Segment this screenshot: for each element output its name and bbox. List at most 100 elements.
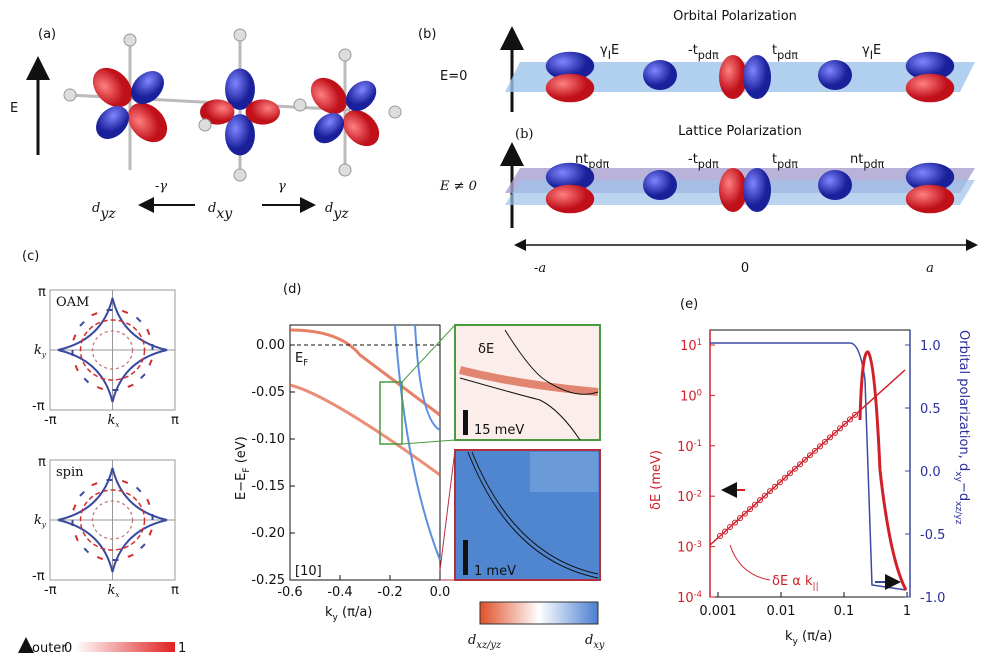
- axis-label-sub: y: [41, 521, 47, 529]
- hopping-label: tpdπ: [772, 152, 798, 171]
- tick-label-base: 10: [677, 541, 694, 556]
- shape: [72, 334, 77, 341]
- hopping-label-post: E: [873, 43, 881, 58]
- shape: [530, 452, 598, 492]
- shape: [643, 60, 677, 90]
- shape: [722, 528, 728, 535]
- axis-label-sub2: xz/yz: [953, 501, 963, 525]
- shape: [777, 479, 783, 486]
- tick-label: π: [38, 455, 46, 470]
- hopping-label: γIE: [862, 43, 881, 62]
- shape: [545, 73, 595, 103]
- orbital-label-sub: xy: [216, 206, 233, 222]
- hopping-label-sub: pdπ: [777, 49, 798, 62]
- hopping-label: tpdπ: [772, 43, 798, 62]
- shape: [79, 491, 85, 497]
- energy-label: E: [10, 101, 18, 116]
- shape: [401, 439, 456, 445]
- axis-label: ky: [34, 513, 47, 529]
- orbital-label: dxy: [208, 201, 233, 222]
- shape: [792, 465, 798, 472]
- axis-label: Orbital polarization, dxy−dxz/yz: [953, 330, 971, 525]
- tick-label: -0.10: [251, 432, 285, 447]
- shape: [837, 425, 843, 432]
- axis-label: a: [926, 261, 934, 276]
- tick-label: -π: [32, 569, 45, 584]
- shape: [743, 168, 771, 212]
- shape: [729, 544, 771, 581]
- orbital: [199, 68, 281, 156]
- shape: [757, 497, 763, 504]
- lobe: [345, 80, 377, 112]
- hopping-label-sub: pdπ: [588, 158, 609, 171]
- shape: [479, 601, 599, 625]
- annotation-sub: ||: [813, 582, 819, 592]
- shape: [743, 55, 771, 99]
- axis-label-main: E−E: [234, 473, 249, 500]
- shape: [852, 411, 858, 418]
- tick-label: -0.25: [251, 573, 285, 588]
- plot-name: OAM: [56, 295, 89, 310]
- orbital-label-main: d: [92, 201, 100, 216]
- tick-label: 0.5: [920, 402, 941, 417]
- shape: [83, 547, 90, 554]
- shape: [96, 556, 104, 561]
- field-label: E=0: [440, 69, 467, 84]
- axis-label-main: k: [785, 629, 793, 644]
- axis-label: kx: [108, 583, 120, 599]
- tick-label-base: 10: [677, 591, 694, 606]
- tick-label-exp: -4: [694, 589, 702, 599]
- panel-title: Orbital Polarization: [673, 9, 797, 24]
- tick-label: -π: [32, 399, 45, 414]
- decoration: [18, 26, 978, 653]
- shape: [772, 483, 778, 490]
- shape: [643, 170, 677, 200]
- shape: [72, 504, 77, 511]
- orbital-label-main: d: [208, 201, 216, 216]
- tick-label: -0.4: [327, 585, 352, 600]
- tick-label: π: [171, 413, 179, 428]
- orbital: [310, 77, 380, 147]
- hopping-label-main: nt: [575, 152, 588, 167]
- shape: [807, 452, 813, 459]
- shape: [802, 456, 808, 463]
- field-label: E ≠ 0: [439, 179, 477, 194]
- lobe: [225, 68, 255, 110]
- lobe: [245, 99, 281, 125]
- shape: [827, 434, 833, 441]
- shape: [123, 33, 137, 47]
- shape: [140, 373, 146, 379]
- hopping-label-sub: pdπ: [698, 49, 719, 62]
- shape: [91, 330, 134, 370]
- tick-label: 10-2: [677, 488, 702, 505]
- axis-label-post: (eV): [234, 436, 249, 467]
- shape: [847, 416, 853, 423]
- axis-label: ky (π/a): [785, 629, 832, 647]
- panel-label: (d): [283, 282, 301, 297]
- tick-label: 10-3: [677, 539, 702, 556]
- tick-label: -0.6: [277, 585, 302, 600]
- colorbar-label-sub: xy: [593, 640, 605, 651]
- shape: [719, 55, 747, 99]
- hopping-label: ntpdπ: [850, 152, 885, 171]
- lobe: [225, 114, 255, 156]
- tick-label: 0.0: [920, 465, 941, 480]
- tick-label-exp: 1: [697, 337, 702, 347]
- tick-label: 0.00: [256, 338, 285, 353]
- colorbar-label-main: d: [468, 633, 476, 648]
- hopping-label-main: t: [772, 152, 777, 167]
- tick-label: -0.15: [251, 479, 285, 494]
- tick-label: π: [38, 285, 46, 300]
- lobe: [313, 112, 345, 144]
- orbital-label-sub: yz: [99, 206, 116, 222]
- shape: [545, 184, 595, 214]
- hopping-label: ntpdπ: [575, 152, 610, 171]
- shape: [233, 168, 247, 182]
- shape: [459, 366, 599, 396]
- shape: [148, 529, 153, 536]
- panel-label: (b): [418, 27, 436, 42]
- annotation: δE α k||: [772, 574, 819, 592]
- shape: [747, 506, 753, 513]
- lobe: [127, 102, 168, 143]
- shape: [91, 312, 98, 317]
